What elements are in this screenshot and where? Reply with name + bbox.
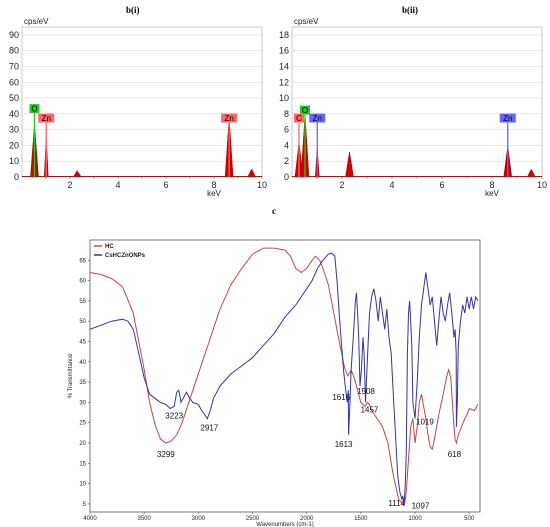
x-tick-label: 8	[489, 180, 494, 190]
plot-frame	[291, 26, 543, 178]
y-tick-label: 30	[9, 125, 19, 135]
y-tick-label: 0	[14, 172, 19, 182]
spectrum-peak	[247, 168, 257, 178]
x-axis-label: keV	[207, 189, 221, 198]
y-tick-label: 50	[79, 319, 86, 325]
y-tick-label: 30	[79, 400, 86, 406]
x-tick-label: 3500	[137, 516, 151, 522]
x-tick-label: 1500	[354, 516, 368, 522]
element-tag-label: Zn	[42, 114, 51, 123]
element-tag	[499, 113, 516, 123]
y-tick-label: 60	[9, 77, 19, 87]
peak-annotation: 2917	[200, 424, 218, 433]
peak-annotation: 1114	[388, 499, 405, 508]
x-axis-label: Wavenumbers (cm-1)	[256, 522, 313, 527]
element-tag	[29, 104, 40, 114]
y-tick-label: 10	[279, 93, 289, 103]
y-tick-label: 65	[79, 258, 86, 264]
peak-annotation: 1616	[332, 393, 350, 402]
element-tag	[221, 113, 238, 123]
element-tag-label: Zn	[313, 114, 322, 123]
y-tick-label: 50	[9, 93, 19, 103]
x-tick-label: 4	[389, 180, 394, 190]
x-tick-label: 1000	[408, 516, 422, 522]
plot-frame	[89, 239, 481, 513]
spectrum-peak	[526, 168, 536, 178]
y-tick-label: 0	[284, 172, 289, 182]
series-line-cshcznonps	[89, 252, 479, 504]
x-tick-label: 10	[257, 180, 267, 190]
panel-title-c: c	[272, 206, 276, 216]
x-tick-label: 4	[115, 180, 120, 190]
x-tick-label: 3000	[192, 516, 206, 522]
y-tick-label: 10	[79, 482, 86, 488]
y-tick-label: 45	[79, 339, 86, 345]
spectrum-peak	[72, 170, 82, 178]
element-tag	[300, 105, 310, 115]
x-axis-label: keV	[485, 189, 499, 198]
y-tick-label: 40	[9, 109, 19, 119]
element-tag-label: C	[296, 114, 302, 123]
panel-title-b-i: b(i)	[126, 5, 140, 15]
eds-spectrum-b-i: 0 10 20 30 40 50 60 70 80 90 2 4 6 8 10 cps/eV keV O Zn Zn	[9, 17, 267, 198]
x-tick-label: 4000	[83, 516, 97, 522]
x-tick-label: 10	[537, 180, 547, 190]
element-tag	[294, 113, 304, 123]
peak-annotation: 1019	[416, 418, 434, 427]
peak-annotation: 618	[448, 450, 462, 459]
y-tick-label: 70	[9, 61, 19, 71]
y-tick-label: 20	[79, 441, 86, 447]
element-tag-label: Zn	[224, 114, 233, 123]
peak-annotation: 1097	[412, 502, 430, 511]
y-tick-label: 55	[79, 299, 86, 305]
element-tag-label: O	[31, 105, 37, 114]
y-tick-label: 18	[279, 30, 289, 40]
y-axis-label: cps/eV	[24, 17, 49, 26]
element-tag-label: O	[302, 106, 308, 115]
y-tick-label: 14	[279, 61, 289, 71]
x-tick-label: 6	[163, 180, 168, 190]
y-tick-label: 4	[284, 140, 289, 150]
x-tick-label: 2000	[300, 516, 314, 522]
y-tick-label: 16	[279, 46, 289, 56]
element-tag	[38, 113, 55, 123]
eds-spectrum-b-ii: 0 2 4 6 8 10 12 14 16 18 2 4 6 8 10 cps/eV keV OC Zn Zn	[279, 17, 547, 198]
legend-label: CsHCZnONPs	[105, 253, 146, 259]
peak-annotation: 3299	[157, 450, 175, 459]
y-tick-label: 90	[9, 30, 19, 40]
peak-annotation: 1613	[335, 440, 353, 449]
legend-label: HC	[105, 244, 114, 250]
y-tick-label: 20	[9, 140, 19, 150]
y-tick-label: 5	[83, 502, 87, 508]
y-axis-label: % Transmittance	[68, 353, 74, 398]
x-tick-label: 6	[439, 180, 444, 190]
x-tick-label: 2500	[246, 516, 260, 522]
y-tick-label: 8	[284, 109, 289, 119]
element-tag-label: Zn	[503, 114, 512, 123]
y-tick-label: 10	[9, 156, 19, 166]
panel-title-b-ii: b(ii)	[402, 5, 419, 15]
plot-frame	[21, 26, 263, 178]
y-axis-label: cps/eV	[294, 17, 319, 26]
y-tick-label: 40	[79, 360, 86, 366]
y-tick-label: 25	[79, 421, 86, 427]
x-tick-label: 500	[464, 516, 475, 522]
x-tick-label: 2	[67, 180, 72, 190]
y-tick-label: 6	[284, 125, 289, 135]
element-tag	[309, 113, 326, 123]
x-tick-label: 8	[211, 180, 216, 190]
peak-annotation: 3223	[165, 411, 183, 420]
y-tick-label: 80	[9, 46, 19, 56]
y-tick-label: 60	[79, 279, 86, 285]
peak-annotation: 1508	[357, 387, 375, 396]
peak-annotation: 1457	[361, 405, 379, 414]
y-tick-label: 35	[79, 380, 86, 386]
x-tick-label: 2	[339, 180, 344, 190]
y-tick-label: 12	[279, 77, 289, 87]
spectrum-peak	[345, 151, 354, 178]
y-tick-label: 15	[79, 461, 86, 467]
ftir-chart-c: 5 10 15 20 25 30 35 40 45 50 55 60 65 4000 3500 3000 250…	[68, 239, 481, 527]
series-line-hc	[89, 247, 479, 506]
y-tick-label: 2	[284, 156, 289, 166]
